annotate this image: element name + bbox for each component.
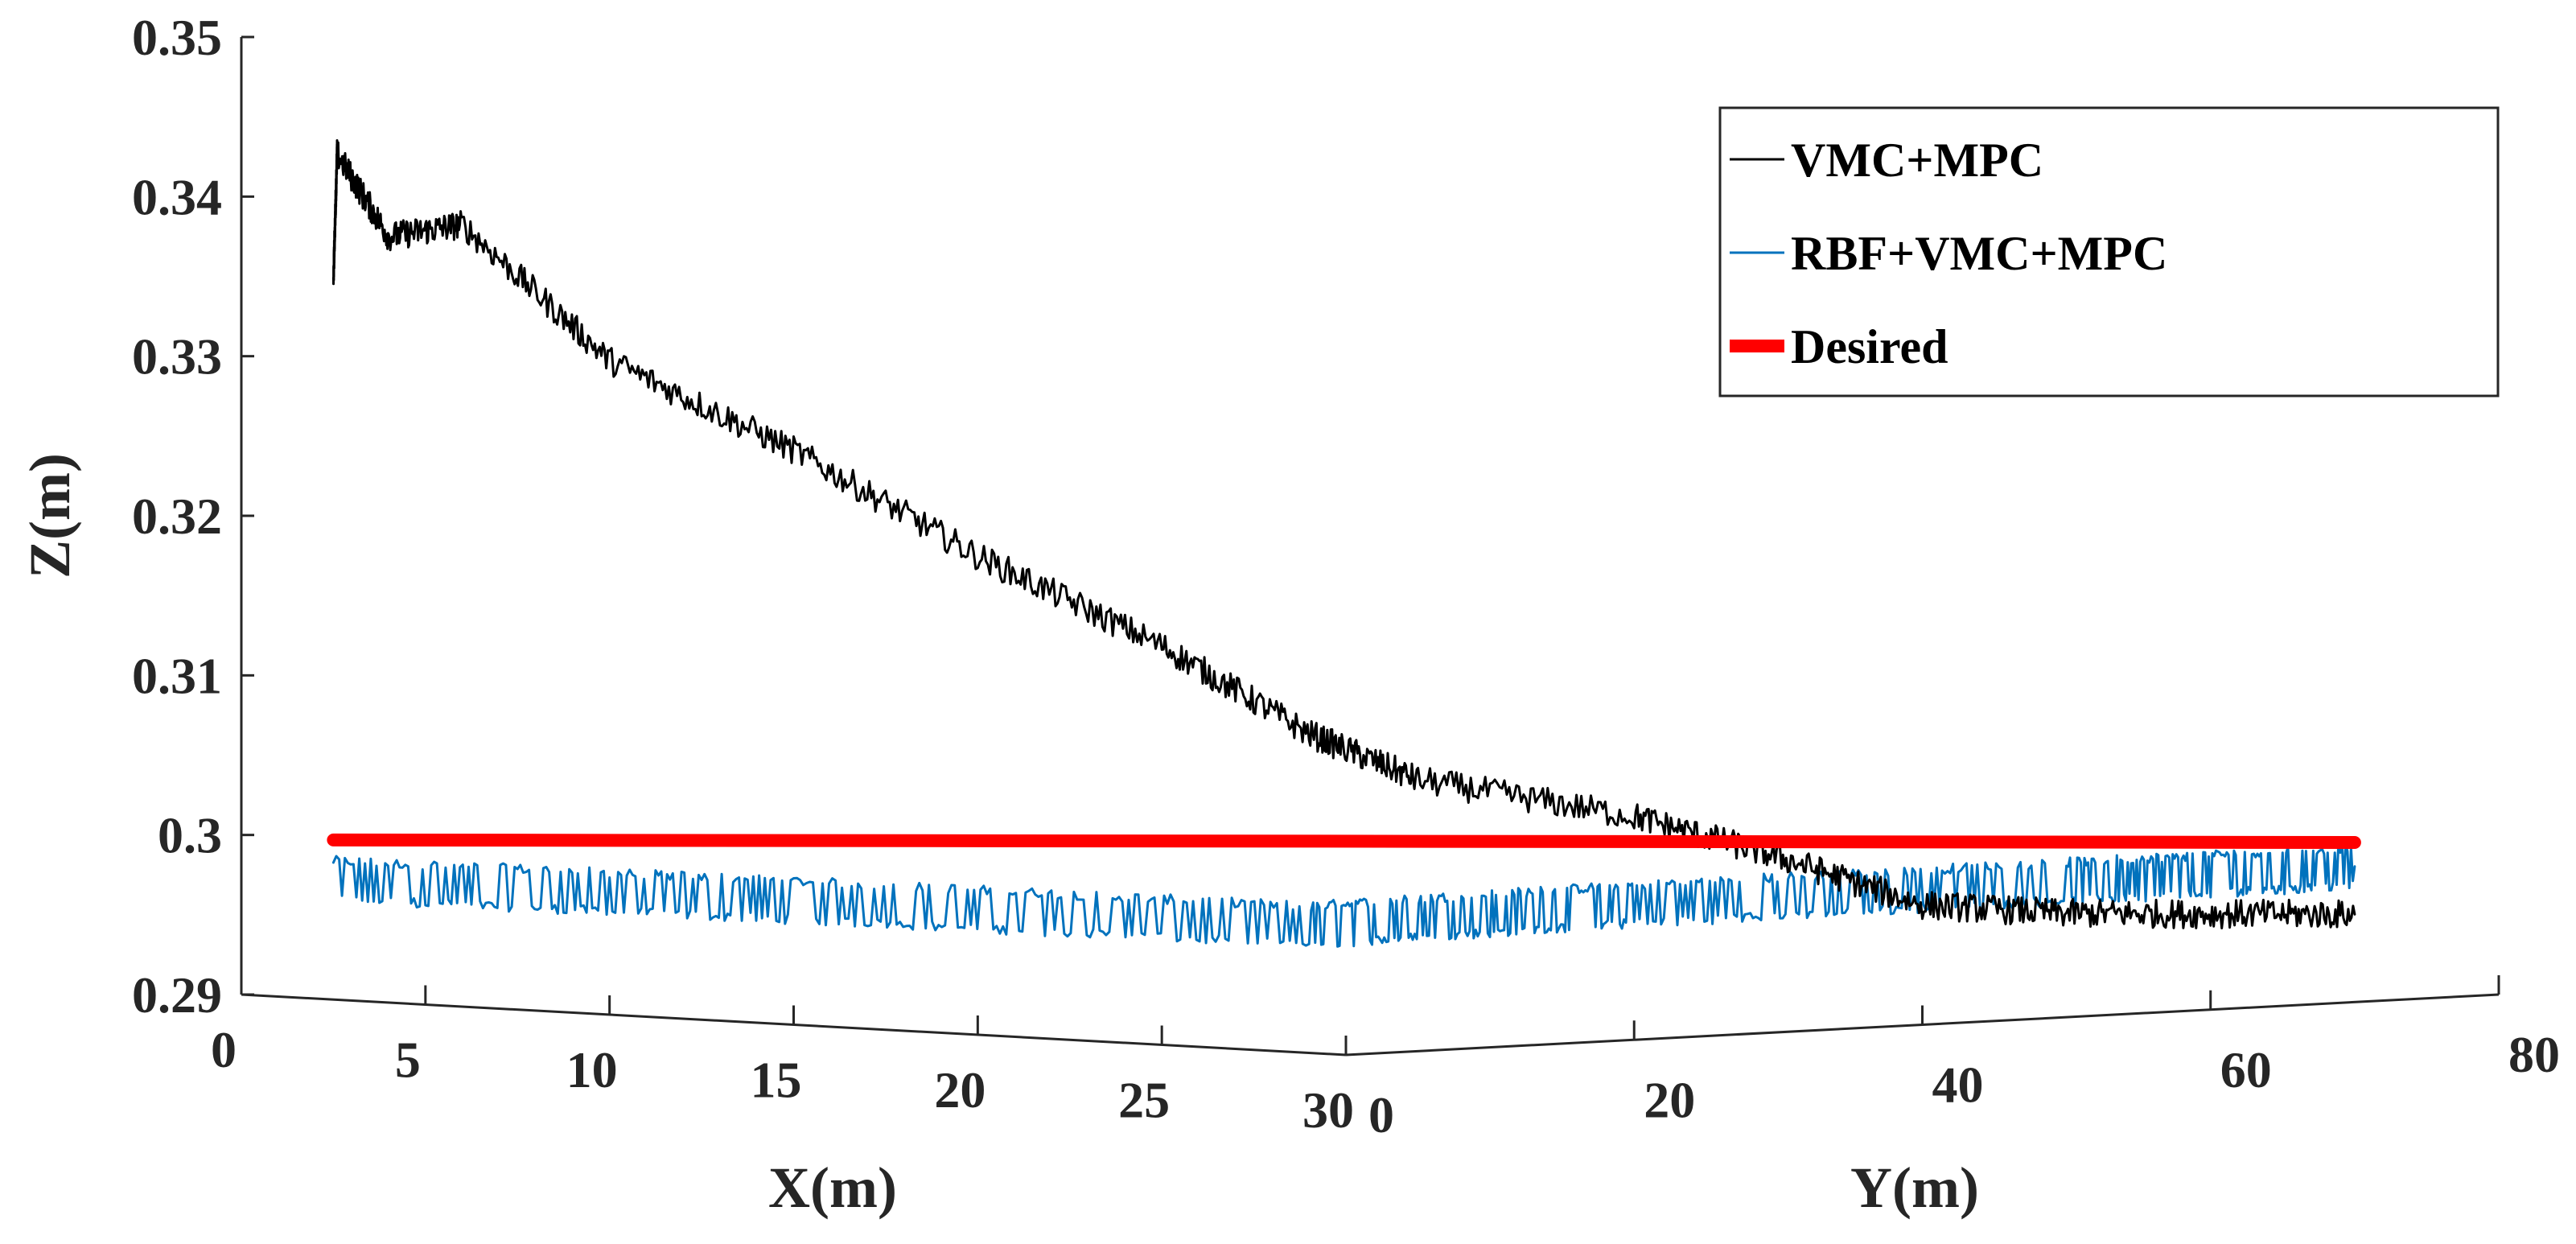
- series-layer: [327, 139, 2361, 948]
- legend-label-rbf-vmc-mpc: RBF+VMC+MPC: [1791, 227, 2167, 280]
- z-tick-label: 0.34: [132, 168, 222, 225]
- y-tick-label: 20: [1644, 1071, 1695, 1128]
- x-tick-label: 0: [211, 1021, 237, 1078]
- y-tick-label: 40: [1932, 1057, 1984, 1114]
- legend-label-desired: Desired: [1791, 320, 1948, 373]
- y-tick-label: 0: [1368, 1086, 1394, 1143]
- series-line-desired: [327, 833, 2361, 849]
- series-line-vmc-mpc: [331, 139, 2356, 929]
- z-axis-title: Z(m): [18, 453, 82, 579]
- series-line-rbf-vmc-mpc: [331, 842, 2356, 948]
- x-tick-label: 30: [1302, 1081, 1354, 1139]
- legend-box: [1718, 106, 2500, 398]
- y-tick-label: 80: [2508, 1026, 2560, 1083]
- y-axis-title: Y(m): [1850, 1155, 1979, 1220]
- y-axis-ticks: 0 20 40 60 80: [1344, 975, 2560, 1143]
- x-tick-label: 15: [751, 1052, 802, 1109]
- z-tick-label: 0.29: [132, 966, 222, 1024]
- z-tick-label: 0.32: [132, 488, 222, 545]
- z-axis-ticks: 0.35 0.34 0.33 0.32 0.31 0.3 0.29: [132, 9, 254, 1024]
- legend: VMC+MPC RBF+VMC+MPC Desired: [1718, 106, 2500, 398]
- legend-label-vmc-mpc: VMC+MPC: [1791, 134, 2043, 187]
- x-axis-ticks: 0 5 10 15 20 25 30: [211, 975, 1354, 1139]
- y-tick-label: 60: [2220, 1041, 2272, 1098]
- z-tick-label: 0.3: [158, 807, 222, 864]
- x-tick-label: 5: [395, 1032, 421, 1089]
- x-tick-label: 20: [934, 1061, 986, 1118]
- z-tick-label: 0.33: [132, 328, 222, 385]
- x-tick-label: 25: [1118, 1072, 1170, 1129]
- z-tick-label: 0.35: [132, 9, 222, 66]
- x-axis-title: X(m): [768, 1155, 897, 1220]
- x-tick-label: 10: [566, 1041, 618, 1098]
- z-tick-label: 0.31: [132, 647, 222, 704]
